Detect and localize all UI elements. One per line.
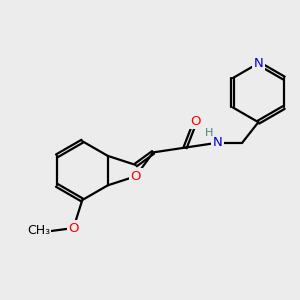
Text: O: O: [130, 170, 141, 183]
Text: O: O: [190, 115, 201, 128]
Text: N: N: [212, 136, 222, 149]
Text: O: O: [68, 221, 79, 235]
Text: N: N: [254, 57, 263, 70]
Text: H: H: [205, 128, 213, 138]
Text: CH₃: CH₃: [27, 224, 50, 238]
